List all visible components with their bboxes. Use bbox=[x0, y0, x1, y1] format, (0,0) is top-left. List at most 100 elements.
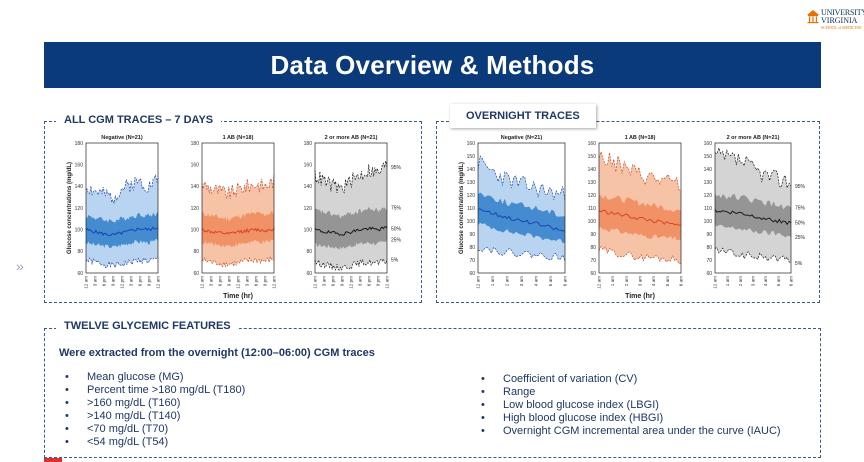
y-tick-label: 140 bbox=[75, 184, 84, 190]
x-axis-label: Time (hr) bbox=[625, 293, 655, 300]
chart-overnight-negative: Negative (N=21) 160 150 140 130 120 110 100 90 80… bbox=[459, 135, 568, 289]
x-tick-label: 9 am bbox=[111, 276, 116, 286]
x-tick-label: 6 am bbox=[789, 276, 794, 286]
percentile-label: 95% bbox=[391, 165, 402, 171]
y-tick-label: 100 bbox=[467, 219, 476, 225]
x-tick-label: 1 am bbox=[490, 276, 495, 286]
x-tick-label: 3 am bbox=[519, 276, 524, 286]
x-tick-label: 3 am bbox=[322, 276, 327, 286]
percentile-label: 50% bbox=[795, 221, 806, 227]
x-tick-label: 4 am bbox=[763, 276, 768, 286]
x-tick-label: 1 am bbox=[610, 276, 615, 286]
plot-frame bbox=[314, 142, 388, 274]
percentile-label: 75% bbox=[391, 205, 402, 211]
y-tick-label: 60 bbox=[306, 271, 312, 277]
plot-frame bbox=[598, 142, 682, 274]
y-tick-label: 60 bbox=[77, 271, 83, 277]
inner-band bbox=[315, 206, 387, 250]
p95-line bbox=[598, 150, 682, 191]
x-tick-label: 6 pm bbox=[102, 276, 107, 286]
x-tick-label: 3 am bbox=[751, 276, 756, 286]
y-tick-label: 140 bbox=[467, 167, 476, 173]
x-tick-label: 5 am bbox=[776, 276, 781, 286]
y-tick-label: 140 bbox=[191, 184, 200, 190]
x-tick-label: 2 am bbox=[505, 276, 510, 286]
y-tick-label: 180 bbox=[191, 141, 200, 147]
y-tick-label: 80 bbox=[469, 245, 475, 251]
x-tick-label: 9 pm bbox=[263, 276, 268, 286]
percentile-label: 5% bbox=[391, 258, 399, 264]
percentile-label: 25% bbox=[391, 238, 402, 244]
x-tick-label: 12 am bbox=[313, 276, 318, 289]
chart-overnight-2ab: 2 or more AB (N=21) 160 150 140 130 120 110 100… bbox=[704, 135, 806, 289]
y-tick-label: 100 bbox=[304, 227, 313, 233]
x-tick-label: 3 am bbox=[129, 276, 134, 286]
p5-line bbox=[598, 245, 682, 264]
x-tick-label: 3 am bbox=[358, 276, 363, 286]
y-tick-label: 120 bbox=[704, 193, 713, 199]
p95-line bbox=[201, 174, 275, 199]
y-tick-label: 120 bbox=[191, 206, 200, 212]
y-tick-label: 80 bbox=[193, 249, 199, 255]
y-tick-label: 120 bbox=[467, 193, 476, 199]
page-title: Data Overview & Methods bbox=[270, 49, 595, 80]
chart-title: Negative (N=21) bbox=[501, 135, 543, 141]
x-axis-label: Time (hr) bbox=[223, 293, 253, 300]
logo-virginia-text: VIRGINIA bbox=[821, 16, 858, 25]
y-tick-label: 140 bbox=[588, 167, 597, 173]
title-banner: Data Overview & Methods bbox=[44, 42, 821, 88]
x-tick-label: 12 pm bbox=[236, 276, 241, 289]
p5-line bbox=[477, 246, 566, 262]
features-intro: Were extracted from the overnight (12:00… bbox=[59, 347, 375, 359]
x-tick-label: 12 am bbox=[476, 276, 481, 289]
y-tick-label: 140 bbox=[704, 167, 713, 173]
y-tick-label: 70 bbox=[590, 258, 596, 264]
percentile-label: 25% bbox=[795, 235, 806, 241]
y-tick-label: 180 bbox=[304, 141, 313, 147]
y-tick-label: 60 bbox=[193, 271, 199, 277]
y-tick-label: 120 bbox=[75, 206, 84, 212]
y-tick-label: 100 bbox=[588, 219, 597, 225]
x-tick-label: 4 am bbox=[534, 276, 539, 286]
x-tick-label: 6 pm bbox=[331, 276, 336, 286]
x-tick-label: 3 am bbox=[209, 276, 214, 286]
rotunda-icon bbox=[807, 10, 819, 24]
overnight-traces-panel bbox=[436, 121, 820, 303]
y-tick-label: 90 bbox=[469, 232, 475, 238]
median-line bbox=[314, 226, 388, 236]
y-tick-label: 130 bbox=[467, 180, 476, 186]
chart-all-negative: Negative (N=21) 180 160 140 120 100 80 60 Glucos… bbox=[67, 135, 161, 289]
logo-university-text: UNIVERSITY bbox=[821, 8, 864, 17]
plot-frame bbox=[714, 142, 792, 274]
y-tick-label: 150 bbox=[704, 154, 713, 160]
p5-line bbox=[714, 247, 792, 264]
y-tick-label: 110 bbox=[467, 206, 475, 212]
x-tick-label: 12 pm bbox=[349, 276, 354, 289]
y-tick-label: 60 bbox=[590, 271, 596, 277]
y-axis-label: Glucose concentrations (mg/dL) bbox=[67, 162, 73, 254]
feature-item: >140 mg/dL (T140) bbox=[65, 410, 245, 423]
x-tick-label: 1 am bbox=[725, 276, 730, 286]
x-tick-label: 6 am bbox=[679, 276, 684, 286]
x-tick-label: 6 pm bbox=[138, 276, 143, 286]
x-tick-label: 4 am bbox=[651, 276, 656, 286]
p5-line bbox=[85, 256, 159, 269]
uva-logo: UNIVERSITY VIRGINIA SCHOOL of MEDICINE bbox=[806, 6, 864, 32]
p95-line bbox=[314, 160, 388, 194]
chart-title: 2 or more AB (N=21) bbox=[325, 135, 378, 141]
y-tick-label: 100 bbox=[191, 227, 200, 233]
x-tick-label: 9 pm bbox=[147, 276, 152, 286]
feature-item: High blood glucose index (HBGI) bbox=[481, 412, 801, 425]
y-tick-label: 80 bbox=[590, 245, 596, 251]
percentile-label: 75% bbox=[795, 205, 806, 211]
double-chevron-right-icon[interactable]: » bbox=[16, 258, 24, 274]
x-tick-label: 2 am bbox=[738, 276, 743, 286]
feature-item: Percent time >180 mg/dL (T180) bbox=[65, 384, 245, 397]
median-line bbox=[714, 209, 792, 226]
chart-title: 2 or more AB (N=21) bbox=[727, 135, 780, 141]
y-axis-label: Glucose concentrations (mg/dL) bbox=[459, 162, 465, 254]
x-tick-label: 9 am bbox=[227, 276, 232, 286]
y-tick-label: 60 bbox=[706, 271, 712, 277]
y-tick-label: 100 bbox=[704, 219, 713, 225]
median-line bbox=[478, 208, 565, 232]
